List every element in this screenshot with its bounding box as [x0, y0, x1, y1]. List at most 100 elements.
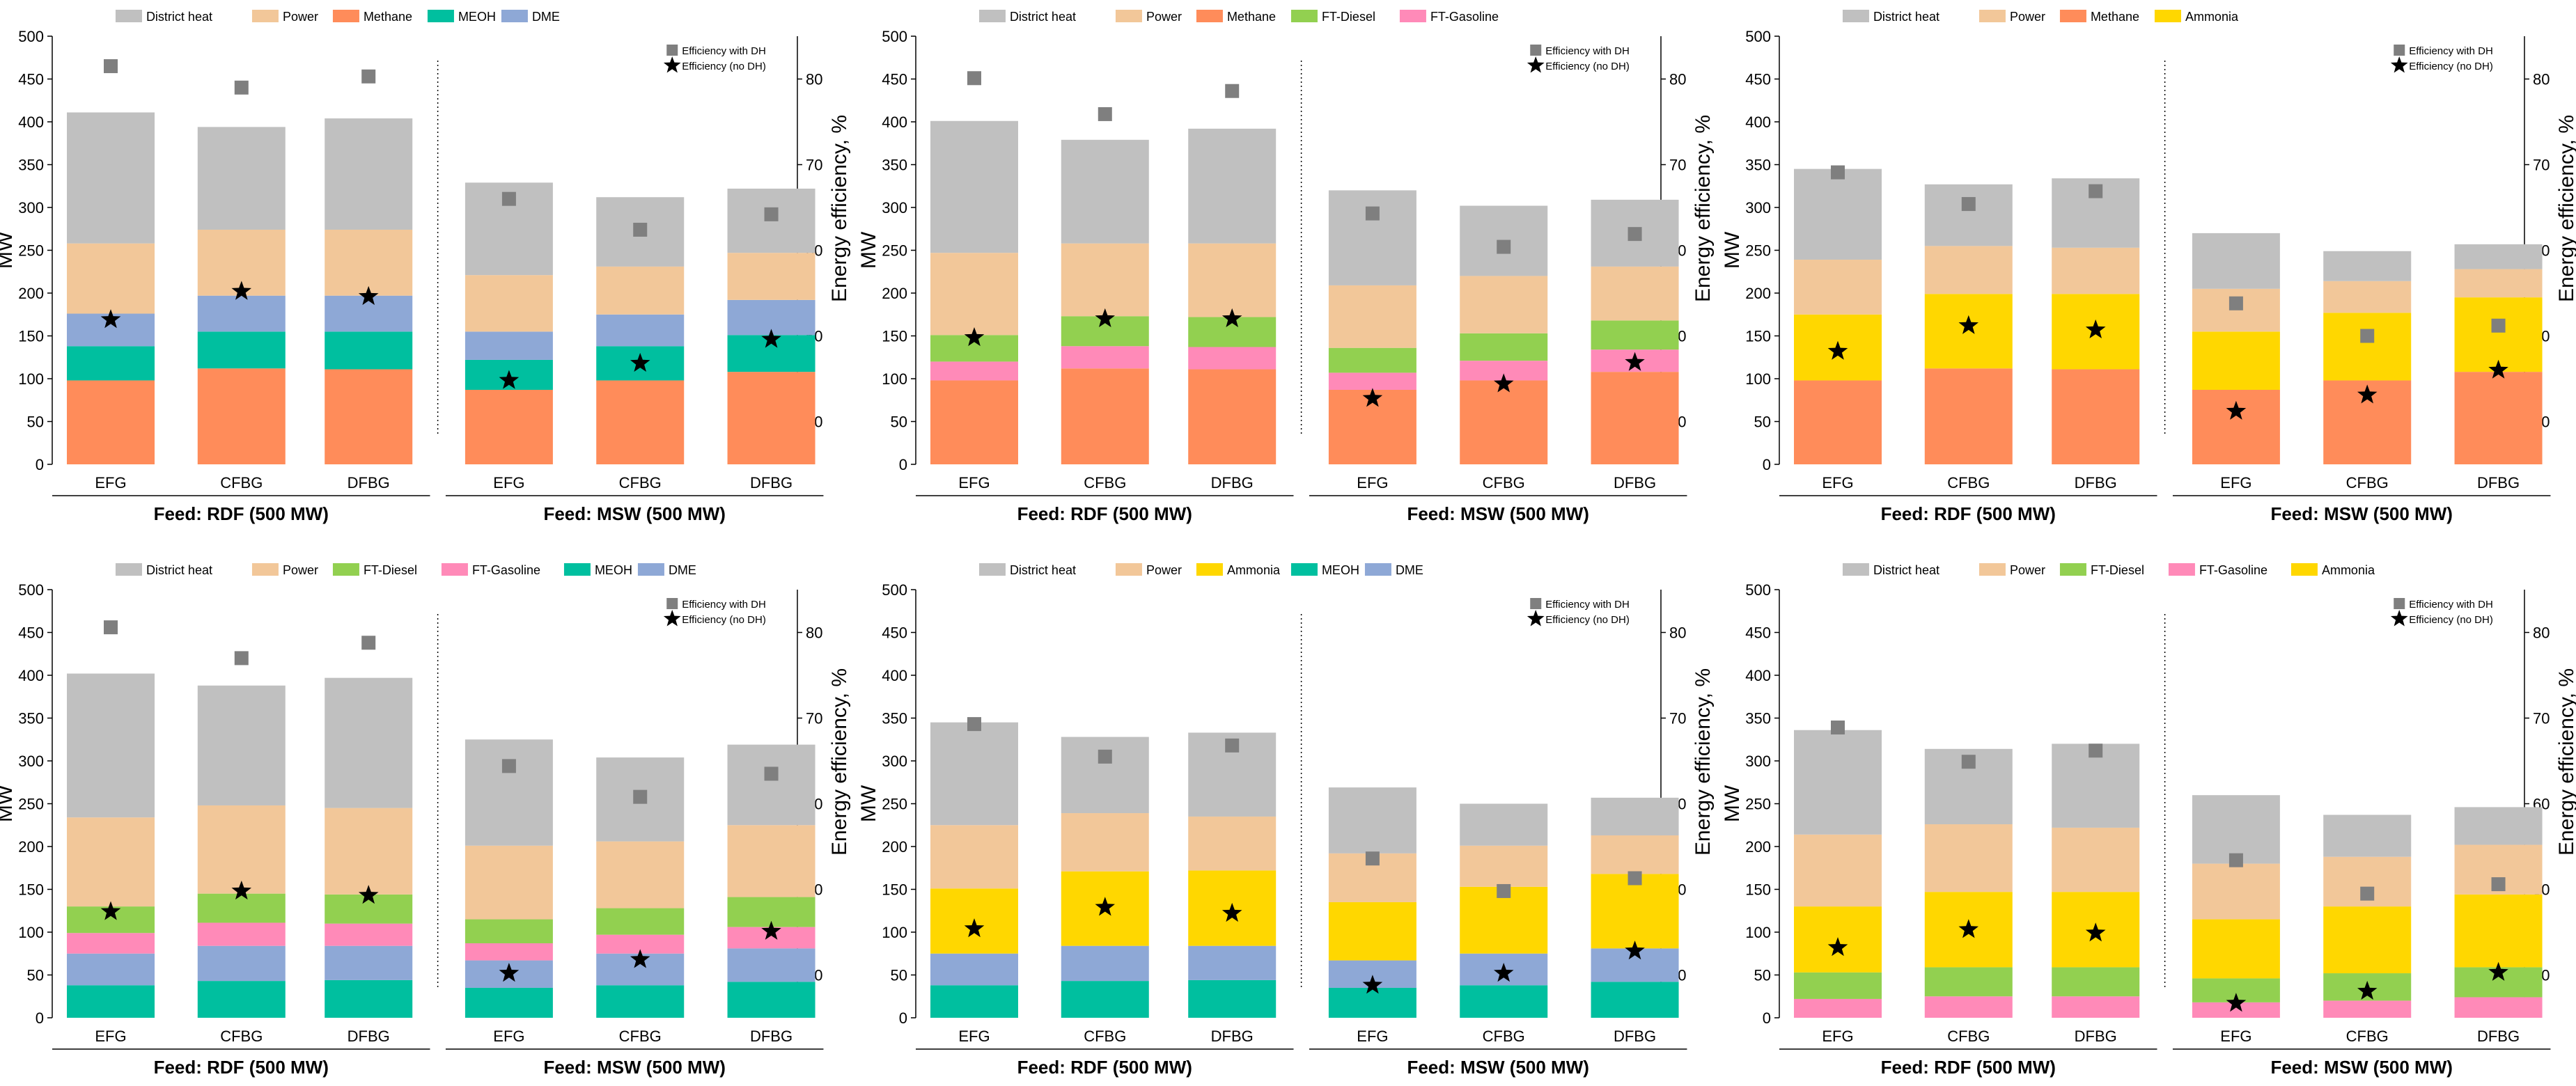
y-tick-label: 150: [882, 328, 907, 345]
bar-segment-methane: [1793, 380, 1882, 464]
y-tick-label: 0: [899, 1009, 907, 1027]
chart-panel-1: 0501001502002503003504004505004050607080…: [0, 10, 851, 524]
legend-label-district-heat: District heat: [146, 563, 212, 577]
y2-tick-label: 80: [2533, 71, 2550, 88]
y2-tick-label: 70: [806, 710, 822, 727]
efficiency-with-dh-marker: [1225, 84, 1240, 98]
bar-segment-ft-gasoline: [1061, 346, 1149, 369]
bar-segment-district-heat: [930, 722, 1018, 826]
bar-segment-district-heat: [465, 739, 553, 846]
efficiency-no-dh-marker: [1362, 975, 1383, 994]
bar-segment-power: [1061, 813, 1149, 872]
bar-segment-power: [2454, 269, 2543, 298]
bar-segment-district-heat: [1924, 184, 2013, 246]
bar-segment-district-heat: [325, 118, 413, 230]
legend-efficiency-no-dh: Efficiency (no DH): [1545, 61, 1630, 72]
bar-segment-power: [66, 817, 155, 907]
bar-segment-power: [1460, 276, 1548, 333]
bar-segment-power: [1924, 824, 2013, 892]
efficiency-with-dh-marker: [633, 222, 648, 237]
y-tick-label: 450: [18, 624, 44, 642]
bar-segment-methane: [465, 389, 553, 464]
bar-segment-district-heat: [2192, 233, 2280, 289]
y-tick-label: 350: [1745, 157, 1771, 174]
category-label: DFBG: [2075, 474, 2117, 491]
legend-label-power: Power: [1146, 563, 1182, 577]
bar-segment-ft-gasoline: [197, 922, 286, 946]
efficiency-no-dh-marker: [2357, 980, 2378, 1000]
efficiency-with-dh-marker: [967, 717, 981, 732]
bar-segment-ammonia: [2192, 331, 2280, 390]
y-tick-label: 250: [1745, 796, 1771, 813]
legend-efficiency-with-dh: Efficiency with DH: [682, 45, 766, 57]
y-tick-label: 200: [1745, 838, 1771, 856]
efficiency-no-dh-marker: [2085, 922, 2106, 942]
legend-swatch-dme: [501, 10, 528, 22]
bar-segment-dme: [727, 948, 815, 982]
bar-segment-meoh: [1591, 982, 1679, 1018]
efficiency-with-dh-marker: [1225, 738, 1240, 753]
bar-segment-methane: [1061, 368, 1149, 464]
legend-star-marker: [2390, 610, 2408, 627]
efficiency-no-dh-marker: [1625, 352, 1645, 371]
bar-segment-power: [596, 841, 685, 908]
legend-swatch-district-heat: [1842, 563, 1869, 576]
bar-segment-district-heat: [2192, 795, 2280, 864]
bar-segment-district-heat: [1061, 737, 1149, 814]
efficiency-with-dh-marker: [764, 766, 779, 781]
legend-square-marker: [666, 598, 678, 609]
bar-segment-meoh: [325, 979, 413, 1018]
bar-segment-ammonia: [2323, 906, 2412, 974]
bar-segment-meoh: [596, 985, 685, 1018]
legend-swatch-power: [251, 10, 279, 22]
y-tick-label: 400: [882, 113, 907, 131]
legend-label-ammonia: Ammonia: [1227, 563, 1281, 577]
y-tick-label: 400: [18, 667, 44, 684]
legend-star-marker: [1527, 610, 1545, 627]
bar-segment-dme: [930, 953, 1018, 986]
y2-tick-label: 70: [1669, 157, 1686, 174]
y2-tick-label: 80: [1669, 624, 1686, 642]
efficiency-no-dh-marker: [1095, 897, 1115, 916]
efficiency-with-dh-marker: [501, 759, 516, 773]
bar-segment-power: [1924, 246, 2013, 294]
legend-star-marker: [1527, 56, 1545, 73]
efficiency-no-dh-marker: [2226, 993, 2247, 1012]
legend-label-ammonia: Ammonia: [2322, 563, 2375, 577]
efficiency-no-dh-marker: [630, 352, 650, 372]
legend-label-meoh: MEOH: [1322, 563, 1359, 577]
bar-segment-district-heat: [1793, 730, 1882, 835]
bar-segment-meoh: [1188, 979, 1277, 1018]
efficiency-with-dh-marker: [1497, 883, 1511, 898]
bar-segment-power: [1591, 266, 1679, 321]
y-axis-label: MW: [857, 231, 880, 269]
category-label: EFG: [2220, 1028, 2251, 1045]
legend-label-power: Power: [283, 563, 318, 577]
y-tick-label: 50: [27, 414, 44, 431]
efficiency-with-dh-marker: [103, 620, 118, 635]
category-label: DFBG: [1614, 1028, 1656, 1045]
legend-square-marker: [666, 45, 678, 56]
bar-segment-power: [465, 845, 553, 920]
y-tick-label: 250: [18, 242, 44, 260]
chart-panel-2: 0501001502002503003504004505004050607080…: [857, 10, 1715, 524]
efficiency-no-dh-marker: [2357, 384, 2378, 404]
feed-group-label: Feed: RDF (500 MW): [154, 503, 329, 524]
y-tick-label: 150: [18, 881, 44, 899]
legend-label-district-heat: District heat: [1873, 10, 1939, 24]
category-label: EFG: [493, 1028, 524, 1045]
y2-tick-label: 80: [2533, 624, 2550, 642]
bar-segment-meoh: [1460, 985, 1548, 1018]
feed-group-label: Feed: RDF (500 MW): [1017, 503, 1192, 524]
bar-segment-meoh: [197, 981, 286, 1018]
bar-segment-power: [727, 825, 815, 897]
efficiency-with-dh-marker: [2491, 877, 2506, 892]
bar-segment-district-heat: [1328, 787, 1416, 853]
y-tick-label: 300: [882, 199, 907, 217]
bar-segment-ft-diesel: [596, 908, 685, 935]
legend-swatch-ammonia: [2290, 563, 2318, 576]
category-label: EFG: [1822, 474, 1853, 491]
bar-segment-ft-gasoline: [1924, 996, 2013, 1018]
bar-segment-ammonia: [1328, 902, 1416, 961]
y-tick-label: 0: [36, 456, 44, 473]
